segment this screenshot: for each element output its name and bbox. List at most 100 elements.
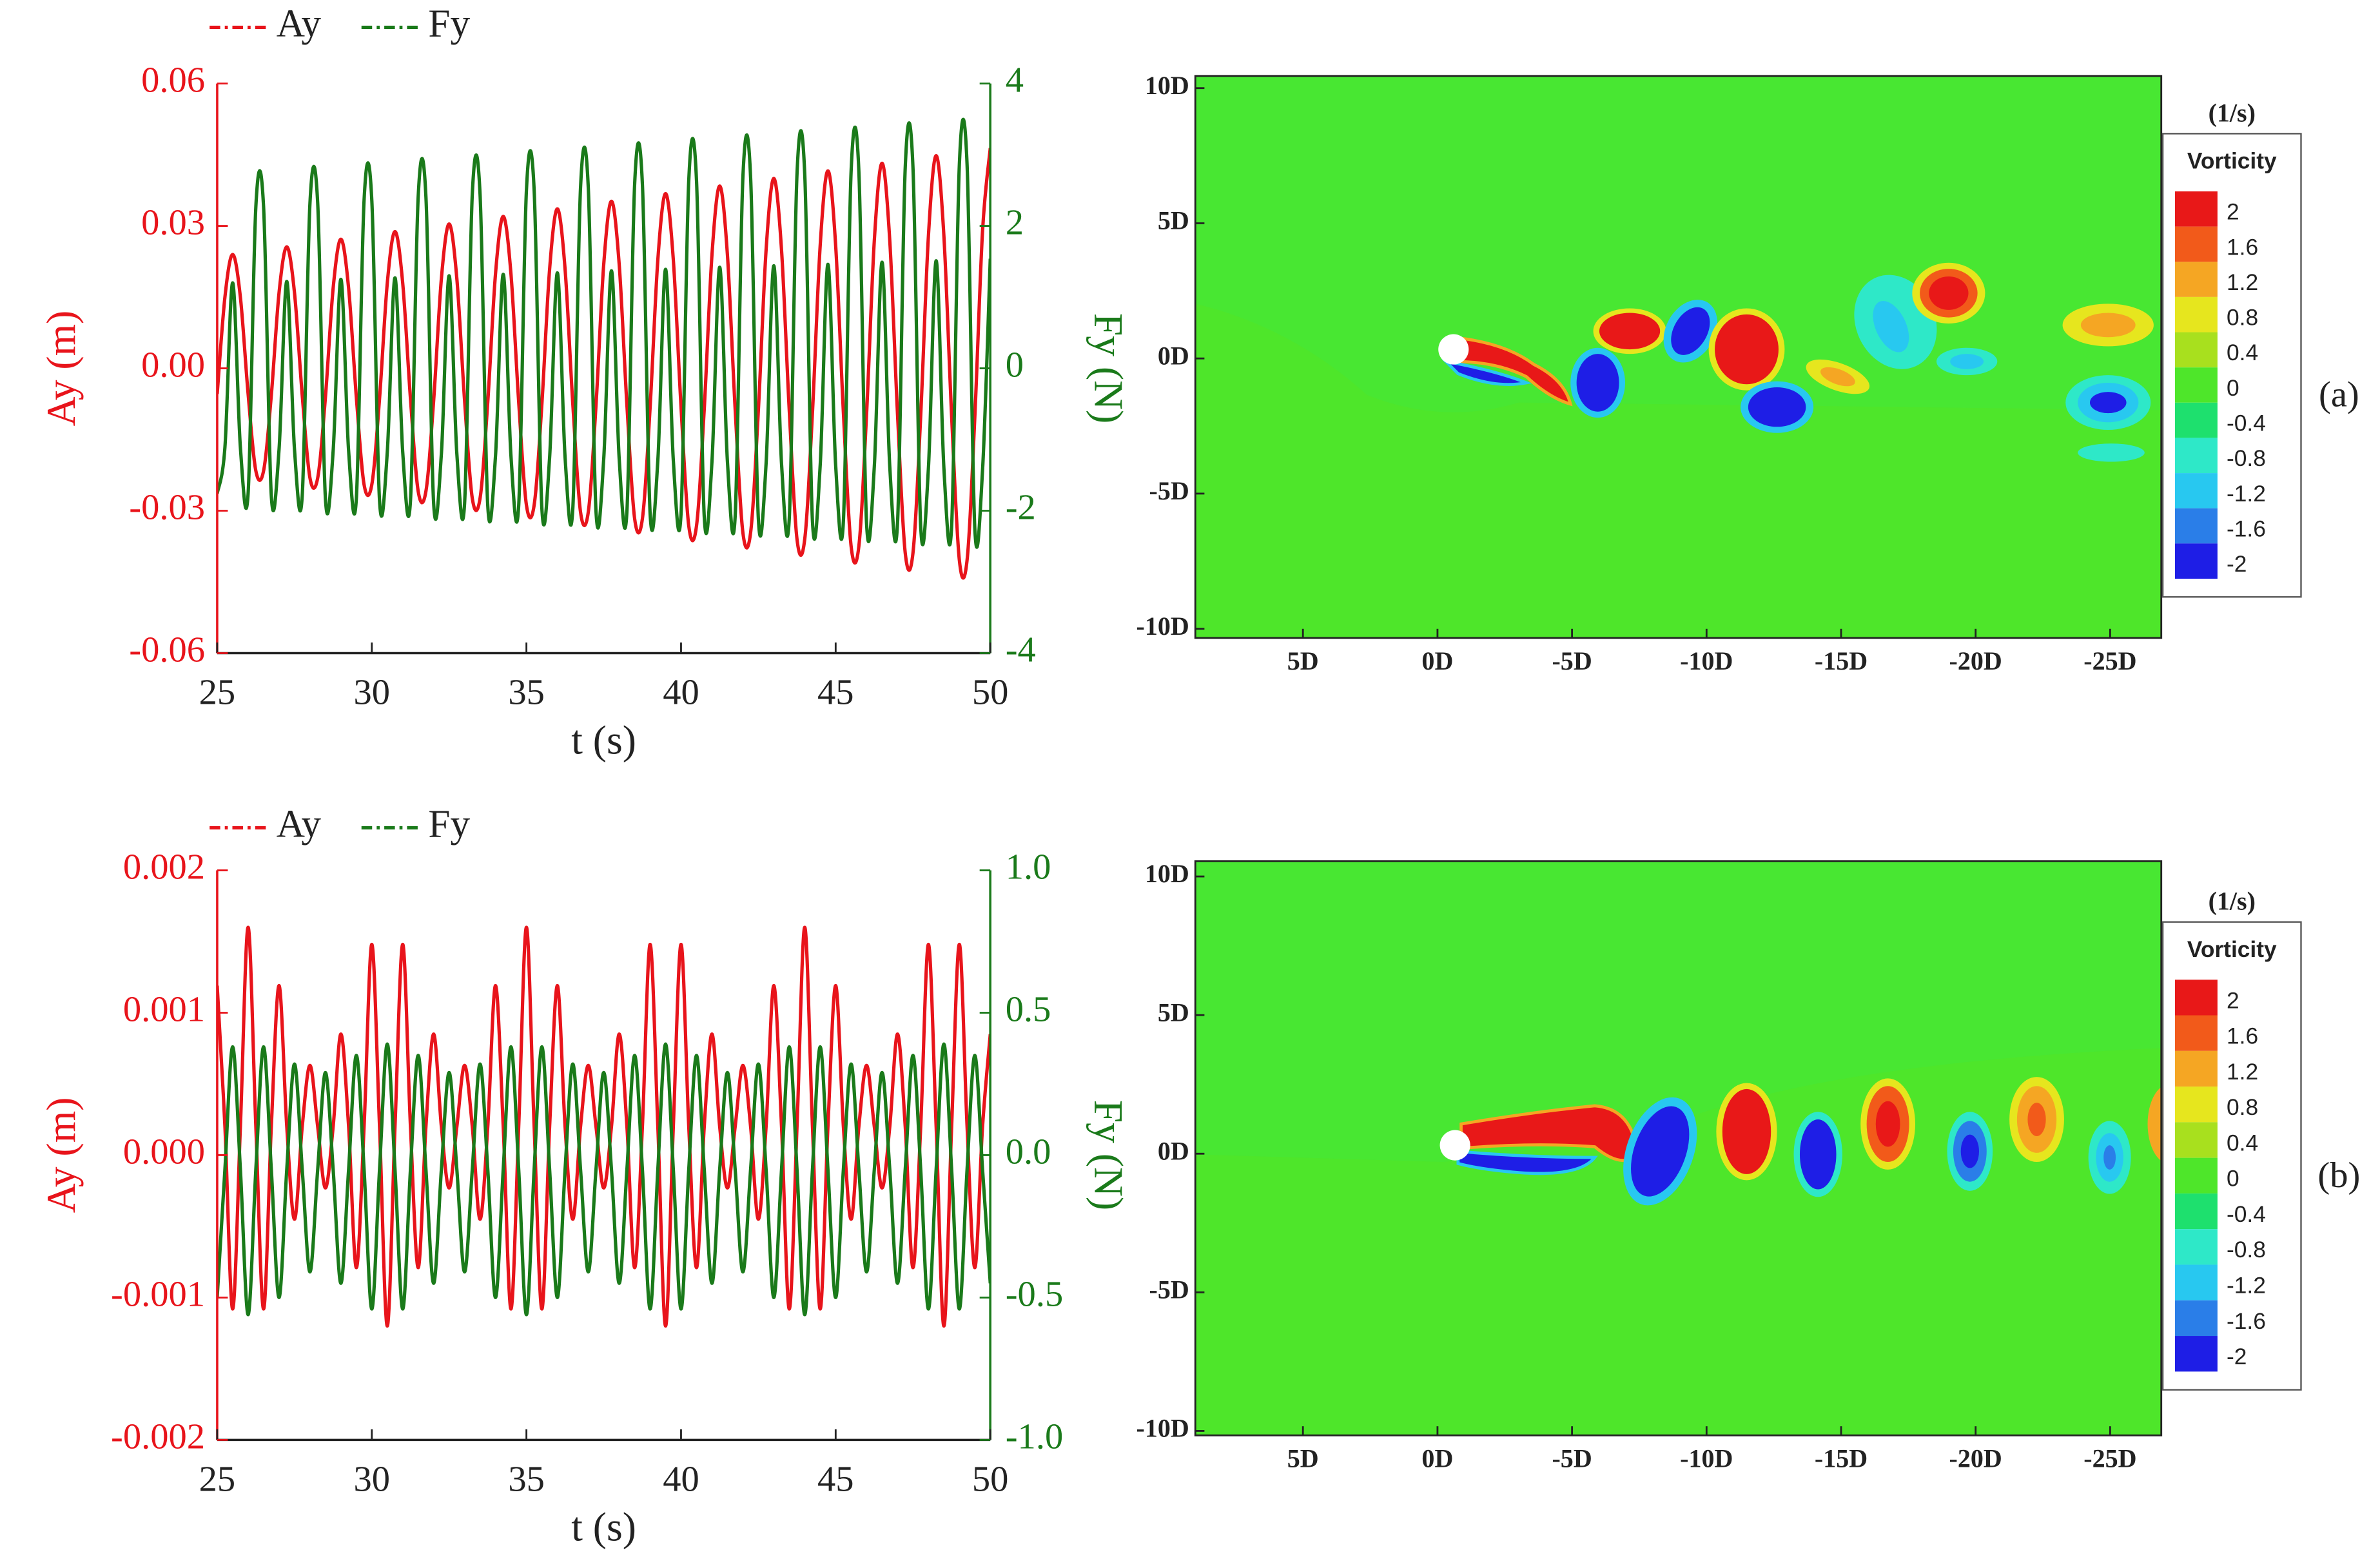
y-tick-label: -5D xyxy=(1149,476,1189,505)
colorbar-unit: (1/s) xyxy=(2209,98,2256,127)
vorticity-field-a xyxy=(1195,75,2161,638)
y-tick-label: -0.002 xyxy=(111,1416,205,1456)
colorbar-label: 1.6 xyxy=(2227,1024,2258,1049)
y2-tick-label: 2 xyxy=(1006,203,1024,243)
y2-tick-label: -1.0 xyxy=(1006,1416,1063,1456)
colorbar-swatch xyxy=(2174,473,2218,508)
y2-tick-label: 0.0 xyxy=(1006,1132,1051,1172)
colorbar-swatch xyxy=(2174,262,2218,297)
y-tick-label: 5D xyxy=(1158,998,1189,1027)
colorbar-label: 0.8 xyxy=(2227,1095,2258,1120)
x-tick-label: 5D xyxy=(1287,1444,1319,1473)
colorbar-swatch xyxy=(2174,1336,2218,1372)
x-tick-label: 35 xyxy=(508,672,545,712)
x-tick-label: 40 xyxy=(663,672,699,712)
colorbar-swatch xyxy=(2174,980,2218,1016)
x-tick-label: 5D xyxy=(1287,646,1319,675)
y2-tick-label: -4 xyxy=(1006,630,1036,670)
colorbar-swatch xyxy=(2174,1157,2218,1194)
colorbar-swatch xyxy=(2174,543,2218,579)
y-tick-label: -10D xyxy=(1136,1414,1189,1443)
colorbar-title: Vorticity xyxy=(2187,149,2277,174)
series-line xyxy=(217,1042,991,1317)
colorbar-label: 1.6 xyxy=(2227,235,2258,260)
colorbar-swatch xyxy=(2174,1122,2218,1158)
colorbar-swatch xyxy=(2174,1087,2218,1123)
y2-tick-label: -0.5 xyxy=(1006,1274,1063,1314)
colorbar-label: -2 xyxy=(2227,552,2247,577)
colorbar-label: 0.4 xyxy=(2227,340,2258,365)
y-tick-label: 5D xyxy=(1158,206,1189,235)
y2-axis-label: Fy (N) xyxy=(1086,1100,1131,1210)
y-tick-label: 0.002 xyxy=(123,847,205,887)
x-tick-label: 35 xyxy=(508,1459,545,1499)
y2-tick-label: 0 xyxy=(1006,345,1024,385)
colorbar-label: -1.6 xyxy=(2227,1309,2266,1334)
colorbar-label: -1.6 xyxy=(2227,516,2266,541)
series-line xyxy=(217,925,991,1328)
colorbar-swatch xyxy=(2174,402,2218,438)
y-tick-label: -0.03 xyxy=(129,487,205,527)
vortex xyxy=(1438,262,2154,462)
x-tick-label: -5D xyxy=(1552,1444,1592,1473)
y-tick-label: 0D xyxy=(1158,341,1189,370)
vortex xyxy=(1439,1077,2161,1206)
x-tick-label: 45 xyxy=(817,672,854,712)
y-axis-label: Ay (m) xyxy=(38,1097,84,1213)
x-axis-label: t (s) xyxy=(571,1503,636,1549)
x-tick-label: -10D xyxy=(1680,646,1733,675)
colorbar-swatch xyxy=(2174,332,2218,368)
y-tick-label: -5D xyxy=(1149,1275,1189,1304)
y-tick-label: 0.03 xyxy=(141,203,205,243)
plot-frame xyxy=(1194,860,2163,1436)
y-axis-label: Ay (m) xyxy=(38,311,84,427)
colorbar-swatch xyxy=(2174,191,2218,227)
legend-label: Fy xyxy=(428,1,470,45)
colorbar-swatch xyxy=(2174,1050,2218,1087)
colorbar-label: -0.4 xyxy=(2227,1202,2266,1227)
x-tick-label: -20D xyxy=(1949,1444,2002,1473)
x-tick-label: 25 xyxy=(199,1459,236,1499)
y2-tick-label: 0.5 xyxy=(1006,989,1051,1029)
colorbar-swatch xyxy=(2174,296,2218,333)
x-tick-label: -20D xyxy=(1949,646,2002,675)
x-tick-label: 0D xyxy=(1421,1444,1453,1473)
x-axis-label: t (s) xyxy=(571,717,636,762)
y-tick-label: 0D xyxy=(1158,1136,1189,1165)
y-tick-label: -10D xyxy=(1136,612,1189,641)
colorbar-swatch xyxy=(2174,1193,2218,1230)
y2-tick-label: -2 xyxy=(1006,487,1036,527)
colorbar-label: 0 xyxy=(2227,376,2239,401)
colorbar-label: 2 xyxy=(2227,988,2239,1013)
colorbar-swatch xyxy=(2174,1015,2218,1051)
colorbar-swatch xyxy=(2174,438,2218,474)
colorbar-title: Vorticity xyxy=(2187,937,2277,962)
x-tick-label: -15D xyxy=(1815,646,1868,675)
y-tick-label: 0.06 xyxy=(141,61,205,101)
plot-frame xyxy=(1194,75,2163,639)
colorbar-swatch xyxy=(2174,367,2218,403)
x-tick-label: -25D xyxy=(2083,1444,2136,1473)
colorbar-label: 2 xyxy=(2227,200,2239,225)
colorbar-swatch xyxy=(2174,508,2218,544)
x-tick-label: 40 xyxy=(663,1459,699,1499)
y-tick-label: 0.000 xyxy=(123,1132,205,1172)
colorbar-label: 1.2 xyxy=(2227,1059,2258,1085)
colorbar-swatch xyxy=(2174,1264,2218,1300)
field-region xyxy=(1195,861,2161,1163)
colorbar-label: -2 xyxy=(2227,1344,2247,1369)
y-tick-label: -0.001 xyxy=(111,1274,205,1314)
x-tick-label: -25D xyxy=(2083,646,2136,675)
panel-label: (a) xyxy=(2319,374,2359,414)
cylinder xyxy=(1438,334,1469,365)
series-line xyxy=(217,148,991,580)
x-tick-label: 0D xyxy=(1421,646,1453,675)
y-tick-label: -0.06 xyxy=(129,630,205,670)
y-tick-label: 10D xyxy=(1145,859,1189,888)
y-tick-label: 0.00 xyxy=(141,345,205,385)
y-tick-label: 0.001 xyxy=(123,989,205,1029)
y2-axis-label: Fy (N) xyxy=(1086,313,1131,423)
colorbar-label: 1.2 xyxy=(2227,270,2258,295)
legend-label: Ay xyxy=(277,1,322,45)
